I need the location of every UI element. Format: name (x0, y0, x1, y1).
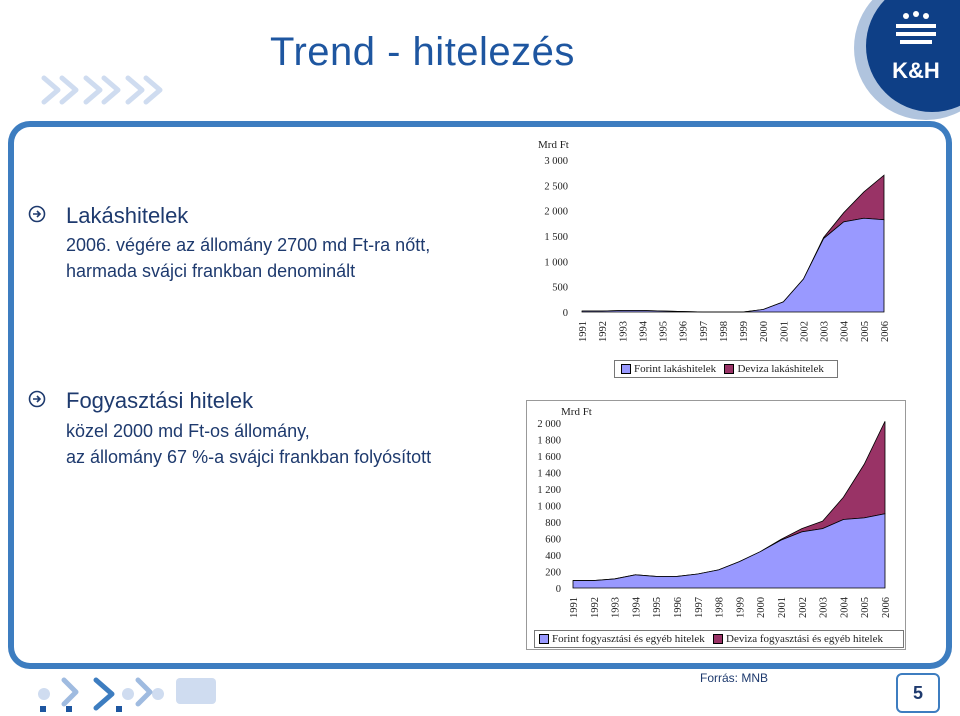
legend-swatch-forint (539, 634, 549, 645)
y-tick-label: 0 (563, 308, 568, 319)
housing-loans-chart: Mrd Ft 0 500 1 000 1 500 2 000 2 500 3 000 1991 1… (528, 134, 900, 360)
x-tick-label: 2005 (860, 321, 871, 342)
source-note: Forrás: MNB (700, 671, 769, 685)
section1-line2: harmada svájci frankban denominált (66, 261, 356, 281)
housing-loans-legend: Forint lakáshitelek Deviza lakáshitelek (614, 360, 838, 378)
x-tick-label: 2002 (798, 597, 809, 618)
x-tick-label: 1999 (739, 321, 750, 342)
x-tick-label: 1992 (598, 321, 609, 342)
consumer-loans-chart: Mrd Ft 0 200 400 600 800 1 000 1 200 1 400 1 600 1… (526, 400, 906, 650)
x-tick-label: 2006 (880, 321, 891, 342)
section1-heading: Lakáshitelek (66, 203, 189, 228)
x-tick-label: 2000 (756, 597, 767, 618)
housing-loans-chart-svg: Mrd Ft 0 500 1 000 1 500 2 000 2 500 3 000 1991 1… (538, 139, 891, 342)
y-tick-label: 400 (545, 551, 561, 562)
x-tick-label: 1995 (652, 597, 663, 618)
consumer-loans-chart-svg: Mrd Ft 0 200 400 600 800 1 000 1 200 1 400 1 600 1… (537, 406, 892, 618)
legend-label-forint-housing: Forint lakáshitelek (634, 363, 717, 375)
footer-arrows-icon (38, 677, 216, 712)
series-forint-area (581, 217, 885, 313)
x-tick-label: 2002 (799, 321, 810, 342)
x-tick-label: 1992 (590, 597, 601, 618)
y-unit-label: Mrd Ft (561, 406, 592, 418)
x-tick-label: 2004 (840, 320, 851, 342)
y-tick-label: 1 000 (537, 502, 561, 513)
legend-swatch-forint (621, 364, 631, 375)
y-tick-label: 1 600 (537, 452, 561, 463)
x-tick-label: 1997 (694, 597, 705, 618)
section1-line1: 2006. végére az állomány 2700 md Ft-ra n… (66, 235, 431, 255)
y-tick-label: 2 000 (537, 419, 561, 430)
x-tick-label: 2003 (820, 321, 831, 342)
x-tick-label: 1998 (715, 597, 726, 618)
y-tick-label: 2 000 (544, 207, 568, 218)
x-tick-label: 1996 (679, 321, 690, 342)
legend-label-deviza-housing: Deviza lakáshitelek (737, 363, 824, 375)
x-tick-label: 1999 (735, 597, 746, 618)
x-tick-label: 1991 (569, 597, 580, 618)
bullet-arrow-icon (28, 390, 46, 408)
y-unit-label: Mrd Ft (538, 139, 569, 151)
y-tick-label: 200 (545, 568, 561, 579)
x-tick-label: 1994 (638, 320, 649, 342)
x-tick-label: 2000 (759, 321, 770, 342)
x-tick-label: 2005 (860, 597, 871, 618)
x-tick-label: 2001 (777, 597, 788, 618)
bullet-arrow-icon (28, 205, 46, 223)
section2-line2: az állomány 67 %-a svájci frankban folyó… (66, 447, 432, 467)
x-tick-label: 2001 (779, 321, 790, 342)
logo-text: K&H (892, 58, 940, 83)
x-tick-label: 1995 (659, 321, 670, 342)
x-tick-label: 1998 (719, 321, 730, 342)
y-tick-label: 2 500 (544, 181, 568, 192)
section2-heading: Fogyasztási hitelek (66, 388, 254, 413)
y-tick-label: 600 (545, 535, 561, 546)
x-tick-label: 1994 (631, 596, 642, 618)
y-tick-label: 1 400 (537, 469, 561, 480)
y-tick-label: 1 200 (537, 485, 561, 496)
legend-label-forint-consumer: Forint fogyasztási és egyéb hitelek (552, 633, 705, 645)
x-tick-label: 1997 (699, 321, 710, 342)
y-tick-label: 0 (556, 584, 561, 595)
legend-swatch-deviza (713, 634, 723, 645)
y-tick-label: 1 500 (544, 232, 568, 243)
header-arrows-icon (41, 75, 163, 105)
x-tick-label: 1996 (673, 597, 684, 618)
series-forint-area (572, 513, 886, 589)
page-number: 5 (896, 673, 940, 713)
y-tick-label: 3 000 (544, 156, 568, 167)
x-tick-label: 1993 (618, 321, 629, 342)
x-tick-label: 2004 (839, 596, 850, 618)
consumer-loans-legend: Forint fogyasztási és egyéb hitelek Devi… (534, 630, 904, 648)
y-tick-label: 500 (552, 283, 568, 294)
section2-line1: közel 2000 md Ft-os állomány, (66, 421, 310, 441)
legend-swatch-deviza (724, 364, 735, 375)
x-tick-label: 1993 (611, 597, 622, 618)
kh-logo-icon: K&H (854, 0, 960, 120)
y-tick-label: 1 800 (537, 436, 561, 447)
x-tick-label: 2003 (819, 597, 830, 618)
slide-title: Trend - hitelezés (270, 30, 575, 74)
legend-label-deviza-consumer: Deviza fogyasztási és egyéb hitelek (726, 633, 883, 645)
header-band (0, 0, 960, 120)
x-tick-label: 1991 (578, 321, 589, 342)
y-tick-label: 1 000 (544, 257, 568, 268)
x-tick-label: 2006 (881, 597, 892, 618)
y-tick-label: 800 (545, 518, 561, 529)
